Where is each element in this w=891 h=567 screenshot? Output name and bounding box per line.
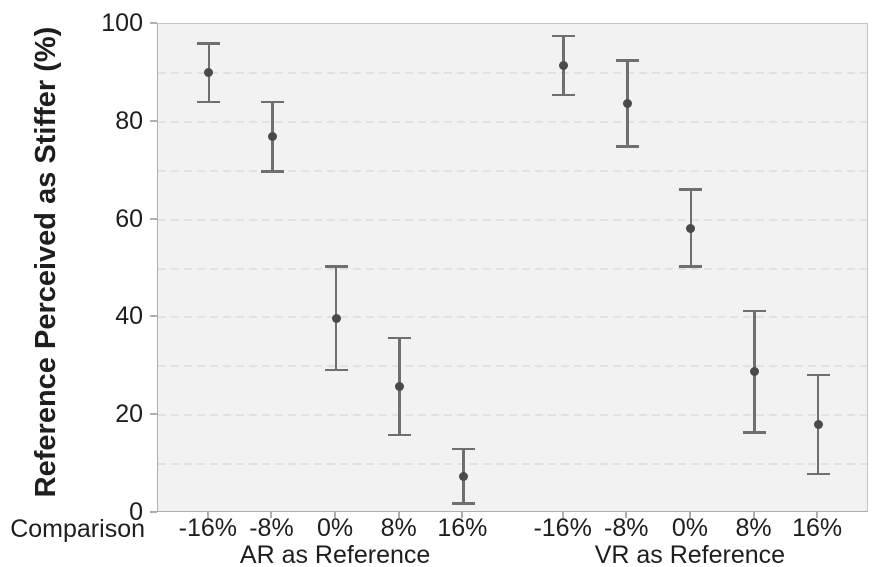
x-tick-label-VR-8%: 8% xyxy=(735,514,772,542)
gridline-80 xyxy=(158,120,867,123)
x-tick-label-AR-8%: 8% xyxy=(380,514,417,542)
data-point-marker xyxy=(559,61,569,71)
x-tick-AR--8% xyxy=(270,512,273,518)
y-tick-100 xyxy=(150,22,157,24)
gridline-60 xyxy=(158,218,867,221)
error-bar-cap-top xyxy=(679,188,703,191)
y-tick-label-100: 100 xyxy=(101,9,143,37)
gridline-30 xyxy=(158,365,867,368)
error-bar-cap-bottom xyxy=(743,431,767,434)
gridline-20 xyxy=(158,414,867,417)
error-bar-cap-top xyxy=(197,42,221,45)
gridline-10 xyxy=(158,463,867,466)
data-point-marker xyxy=(267,131,277,141)
y-tick-label-20: 20 xyxy=(115,400,143,429)
error-bar-cap-top xyxy=(388,336,412,340)
y-tick-label-80: 80 xyxy=(115,106,143,135)
x-tick-AR-0% xyxy=(334,512,337,518)
data-point-marker xyxy=(458,472,468,482)
x-tick-AR-8% xyxy=(397,512,400,518)
y-tick-20 xyxy=(150,413,157,416)
group-label-vr-as-reference: VR as Reference xyxy=(594,541,786,567)
error-bar-cap-bottom xyxy=(260,170,284,173)
x-tick-VR--8% xyxy=(625,512,628,518)
gridline-50 xyxy=(158,267,867,270)
error-bar-cap-top xyxy=(806,373,830,377)
y-axis-title: Reference Perceived as Stiffer (%) xyxy=(30,26,62,498)
error-bar-cap-top xyxy=(552,34,576,38)
x-tick-VR-16% xyxy=(816,512,819,518)
x-tick-label-VR-0%: 0% xyxy=(671,514,708,542)
error-bar-cap-bottom xyxy=(324,368,348,372)
error-bar-cap-bottom xyxy=(388,433,412,436)
x-tick-label-VR-16%: 16% xyxy=(792,514,843,542)
data-point-marker xyxy=(204,68,214,78)
x-tick-VR--16% xyxy=(561,512,564,518)
error-bar-cap-bottom xyxy=(806,472,830,476)
gridline-70 xyxy=(158,169,867,172)
error-bar-cap-top xyxy=(324,265,348,268)
x-tick-VR-0% xyxy=(688,512,691,518)
error-bar-cap-bottom xyxy=(615,145,639,148)
error-bar-cap-top xyxy=(451,447,475,451)
y-tick-label-60: 60 xyxy=(115,204,143,233)
y-tick-60 xyxy=(150,217,157,220)
y-tick-40 xyxy=(150,315,157,318)
y-tick-label-40: 40 xyxy=(115,302,143,331)
data-point-marker xyxy=(622,98,632,108)
x-tick-label-AR-0%: 0% xyxy=(317,514,354,542)
error-bar-cap-bottom xyxy=(679,265,703,268)
plot-area xyxy=(157,23,868,512)
x-tick-label-VR--8%: -8% xyxy=(604,514,649,542)
x-tick-label-AR--16%: -16% xyxy=(178,514,238,542)
gridline-40 xyxy=(158,316,867,319)
x-tick-label-VR--16%: -16% xyxy=(533,514,592,542)
data-point-marker xyxy=(331,313,341,323)
y-tick-0 xyxy=(150,511,157,513)
error-bar-cap-bottom xyxy=(197,100,221,104)
data-point-marker xyxy=(813,419,823,429)
x-tick-AR--16% xyxy=(206,512,209,518)
error-bar-cap-top xyxy=(260,100,284,103)
x-tick-label-AR--8%: -8% xyxy=(249,514,294,542)
x-tick-AR-16% xyxy=(461,512,464,518)
x-tick-VR-8% xyxy=(752,512,755,518)
x-axis-row-label: Comparison xyxy=(10,515,145,543)
data-point-marker xyxy=(686,224,696,234)
data-point-marker xyxy=(750,366,760,376)
y-tick-80 xyxy=(150,119,157,122)
error-bar-cap-bottom xyxy=(552,93,576,97)
y-tick-label-0: 0 xyxy=(129,498,143,526)
error-bar-cap-top xyxy=(743,309,767,313)
gridline-90 xyxy=(158,71,867,74)
error-bar-cap-bottom xyxy=(451,502,475,505)
data-point-marker xyxy=(395,382,405,392)
error-bar-cap-top xyxy=(615,59,639,62)
x-tick-label-AR-16%: 16% xyxy=(437,514,488,542)
group-label-ar-as-reference: AR as Reference xyxy=(239,541,431,567)
